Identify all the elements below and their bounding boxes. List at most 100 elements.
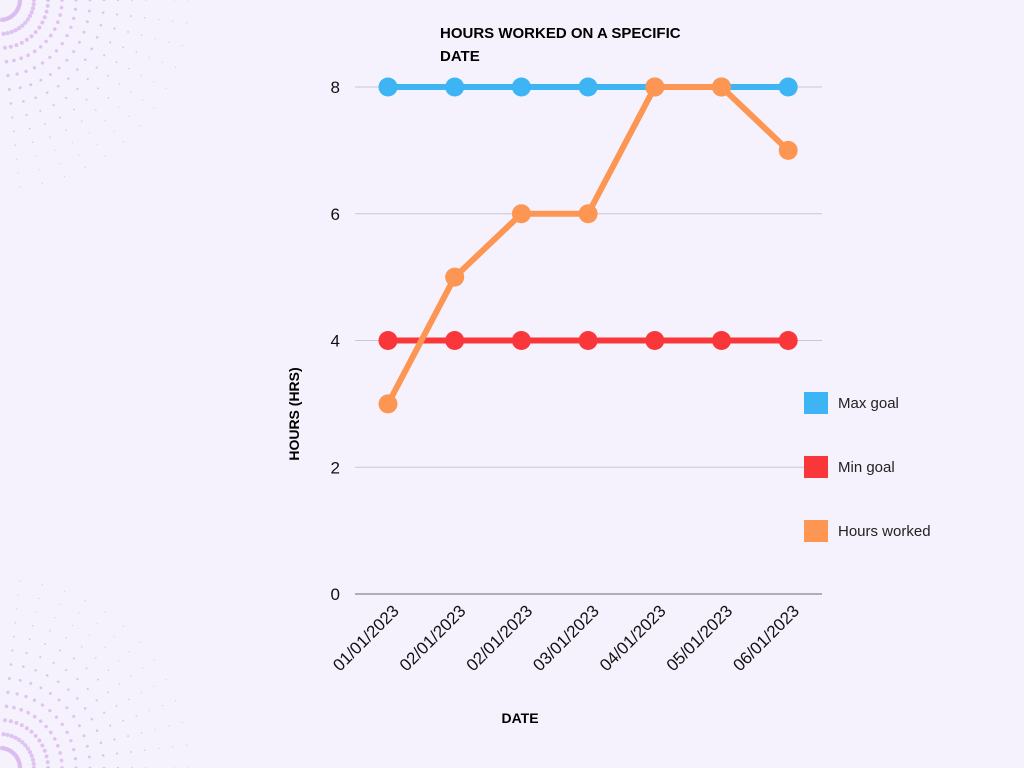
- decor-dot: [45, 91, 49, 94]
- decor-dot: [65, 58, 69, 62]
- decor-dot: [141, 667, 144, 669]
- decor-dot: [32, 624, 34, 627]
- decor-dot: [49, 136, 51, 138]
- decor-dot: [107, 691, 110, 694]
- decor-dot: [80, 646, 83, 648]
- decor-dot: [158, 747, 160, 750]
- decor-dot: [1, 732, 6, 737]
- decor-dot: [86, 77, 89, 81]
- decor-dot: [185, 744, 188, 746]
- data-point-0: [778, 77, 798, 97]
- decor-dot: [103, 711, 106, 714]
- decor-dot: [46, 0, 50, 2]
- decor-dot: [113, 27, 116, 30]
- decor-dot: [104, 646, 106, 648]
- decor-dot: [95, 729, 99, 733]
- decor-dot: [95, 699, 98, 702]
- decor-dot: [172, 746, 174, 748]
- decor-dot: [45, 674, 49, 677]
- decor-dot: [58, 116, 61, 119]
- decor-dot: [9, 29, 14, 35]
- decor-dot: [57, 698, 61, 702]
- data-point-2: [712, 77, 731, 97]
- decor-dot: [54, 149, 56, 151]
- decor-dot: [12, 130, 15, 133]
- data-point-2: [578, 204, 598, 224]
- decor-dot: [127, 735, 130, 738]
- decor-dot: [104, 155, 106, 157]
- decor-dot: [57, 66, 61, 70]
- decor-dot: [95, 657, 97, 659]
- decor-dot: [122, 46, 125, 49]
- decor-dot: [38, 168, 40, 171]
- decor-dot: [14, 43, 19, 48]
- decor-dot: [130, 15, 132, 18]
- decor-dot: [96, 143, 98, 145]
- decor-dot: [14, 144, 17, 146]
- decor-dot: [96, 623, 98, 625]
- decor-dot: [127, 30, 130, 33]
- legend-swatch-min-goal: [804, 456, 828, 478]
- data-point-1: [645, 331, 665, 350]
- decor-dot: [72, 747, 76, 752]
- data-point-1: [712, 331, 731, 350]
- decor-dot: [88, 132, 91, 134]
- decor-dot: [35, 611, 37, 613]
- decor-dot: [56, 20, 60, 25]
- decor-dot: [34, 96, 37, 100]
- decor-dot: [135, 51, 138, 54]
- decor-dot: [130, 91, 132, 93]
- decor-dot: [84, 166, 86, 169]
- decor-dot: [174, 66, 177, 68]
- decor-dot: [153, 685, 155, 687]
- decor-dot: [26, 53, 30, 58]
- decor-dot: [86, 687, 89, 691]
- decor-dot: [140, 731, 143, 734]
- data-point-1: [578, 331, 598, 350]
- x-tick-label: 03/01/2023: [529, 601, 603, 675]
- data-point-1: [778, 331, 798, 350]
- decor-dot: [63, 176, 65, 178]
- decor-dot: [76, 87, 79, 91]
- decor-dot: [95, 109, 97, 111]
- decor-dot: [38, 597, 40, 600]
- decor-dot: [173, 0, 175, 1]
- decor-dot: [48, 730, 53, 735]
- legend-item-hours-worked: Hours worked: [804, 519, 931, 543]
- decor-dot: [88, 0, 92, 2]
- decor-dot: [19, 707, 24, 712]
- y-tick-label: 4: [331, 332, 340, 351]
- decor-dot: [52, 27, 57, 31]
- decor-dot: [44, 754, 49, 759]
- series-lines: [378, 77, 798, 414]
- decor-dot: [0, 745, 5, 751]
- decor-dot: [172, 20, 174, 22]
- decor-dot: [69, 739, 73, 743]
- decor-dot: [109, 724, 112, 727]
- decor-dot: [58, 162, 61, 165]
- decor-dot: [44, 9, 49, 14]
- decor-dot: [8, 719, 13, 724]
- decor-dot: [44, 643, 47, 645]
- decor-dot: [60, 0, 64, 2]
- decor-dot: [75, 697, 79, 700]
- decor-dot: [24, 69, 28, 74]
- decor-dot: [28, 127, 31, 130]
- decor-dot: [66, 77, 70, 80]
- decor-dot: [107, 669, 110, 672]
- decor-dot: [65, 730, 69, 734]
- decorative-dots: [0, 0, 189, 768]
- decor-dot: [78, 154, 80, 156]
- decor-dot: [139, 125, 141, 127]
- decor-dot: [72, 714, 76, 718]
- decor-dot: [144, 749, 146, 751]
- data-point-2: [511, 204, 531, 224]
- decor-dot: [72, 657, 75, 660]
- decor-dot: [103, 54, 106, 57]
- decor-dot: [99, 741, 103, 745]
- decor-dot: [12, 58, 16, 63]
- x-tick-labels: 01/01/202302/01/202302/01/202303/01/2023…: [329, 601, 803, 675]
- decor-dot: [153, 659, 155, 661]
- decor-dot: [144, 17, 146, 19]
- decor-dot: [48, 73, 52, 77]
